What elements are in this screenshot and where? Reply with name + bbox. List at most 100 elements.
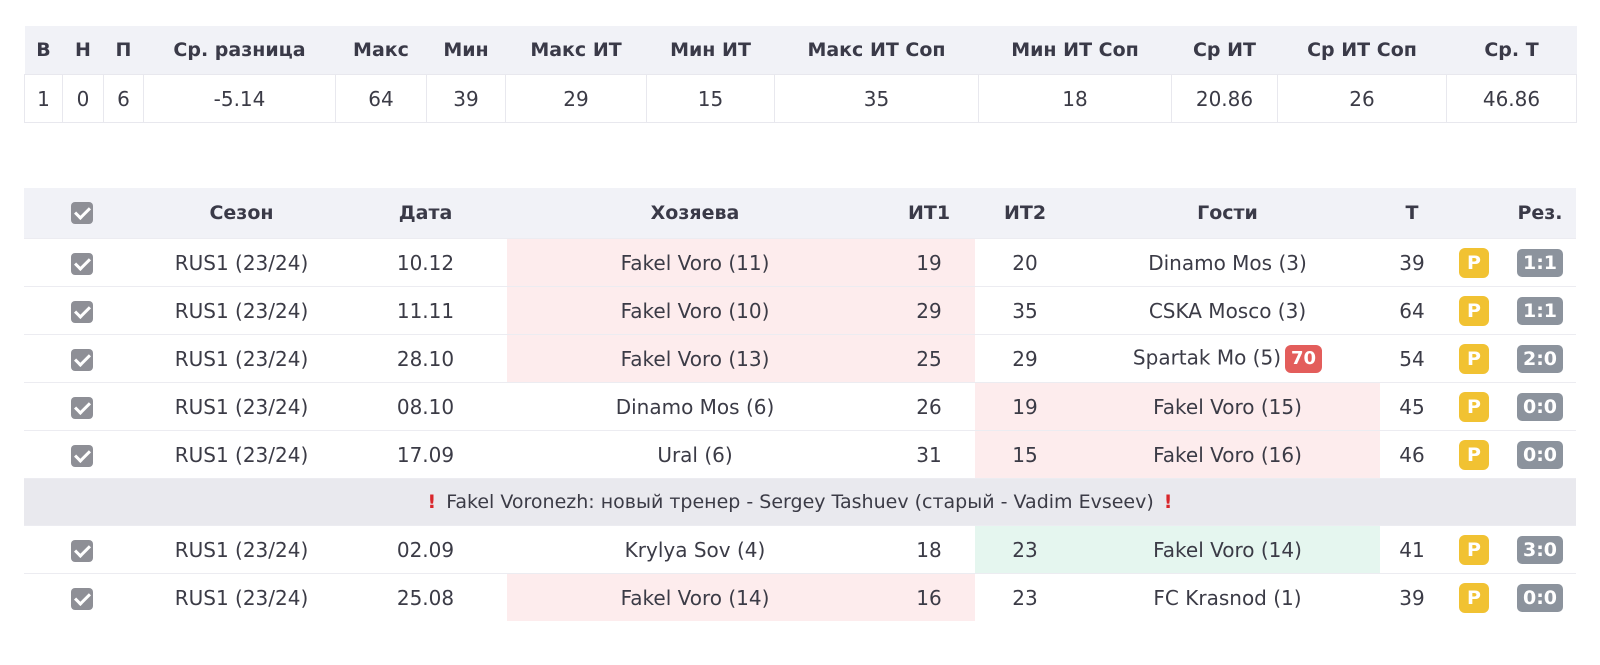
table-row[interactable]: RUS1 (23/24) 08.10 Dinamo Mos (6) 26 19 … xyxy=(24,382,1576,431)
checked-checkbox-icon[interactable] xyxy=(70,348,93,371)
row-checkbox[interactable] xyxy=(24,573,139,621)
header-max-it-opp: Макс ИТ Соп xyxy=(774,26,979,75)
row-home-team[interactable]: Fakel Voro (10) xyxy=(507,286,883,335)
row-it2: 20 xyxy=(975,238,1075,287)
row-p-cell: P xyxy=(1444,238,1504,287)
header-date[interactable]: Дата xyxy=(344,188,507,239)
p-badge[interactable]: P xyxy=(1459,582,1489,613)
row-away-team[interactable]: Fakel Voro (15) xyxy=(1075,382,1380,431)
result-badge[interactable]: 2:0 xyxy=(1517,344,1563,373)
table-row[interactable]: RUS1 (23/24) 25.08 Fakel Voro (14) 16 23… xyxy=(24,573,1576,621)
row-it2: 35 xyxy=(975,286,1075,335)
header-avg-it-opp: Ср ИТ Соп xyxy=(1277,26,1447,75)
row-total: 54 xyxy=(1380,334,1444,383)
row-away-team[interactable]: Fakel Voro (16) xyxy=(1075,430,1380,479)
row-season: RUS1 (23/24) xyxy=(139,573,344,621)
p-badge[interactable]: P xyxy=(1459,343,1489,374)
header-home[interactable]: Хозяева xyxy=(507,188,883,239)
row-away-team[interactable]: Spartak Mo (5) 70 xyxy=(1075,334,1380,383)
red-count-badge[interactable]: 70 xyxy=(1285,344,1323,373)
header-season[interactable]: Сезон xyxy=(139,188,344,239)
checked-checkbox-icon[interactable] xyxy=(70,252,93,275)
p-badge[interactable]: P xyxy=(1459,295,1489,326)
row-home-team[interactable]: Dinamo Mos (6) xyxy=(507,382,883,431)
p-badge[interactable]: P xyxy=(1459,534,1489,565)
checked-checkbox-icon[interactable] xyxy=(70,444,93,467)
value-avg-it-opp: 26 xyxy=(1277,74,1447,123)
header-it1[interactable]: ИТ1 xyxy=(883,188,975,239)
header-max: Макс xyxy=(335,26,427,75)
row-date: 02.09 xyxy=(344,525,507,574)
checked-checkbox-icon[interactable] xyxy=(70,300,93,323)
header-max-it: Макс ИТ xyxy=(505,26,647,75)
row-it2: 23 xyxy=(975,573,1075,621)
coach-change-note: ! Fakel Voronezh: новый тренер - Sergey T… xyxy=(24,478,1576,526)
exclamation-icon: ! xyxy=(427,491,437,513)
header-total[interactable]: Т xyxy=(1380,188,1444,239)
result-badge[interactable]: 1:1 xyxy=(1517,248,1563,277)
header-result[interactable]: Рез. xyxy=(1504,188,1576,239)
value-min-it: 15 xyxy=(646,74,775,123)
row-season: RUS1 (23/24) xyxy=(139,238,344,287)
result-badge[interactable]: 0:0 xyxy=(1517,392,1563,421)
value-avg-diff: -5.14 xyxy=(143,74,336,123)
header-it2[interactable]: ИТ2 xyxy=(975,188,1075,239)
value-losses: 6 xyxy=(103,74,144,123)
row-season: RUS1 (23/24) xyxy=(139,382,344,431)
select-all-checkbox[interactable] xyxy=(24,188,139,239)
checked-checkbox-icon[interactable] xyxy=(70,587,93,610)
value-max: 64 xyxy=(335,74,427,123)
row-home-team[interactable]: Krylya Sov (4) xyxy=(507,525,883,574)
value-avg-it: 20.86 xyxy=(1171,74,1278,123)
row-home-team[interactable]: Fakel Voro (11) xyxy=(507,238,883,287)
checked-checkbox-icon[interactable] xyxy=(70,396,93,419)
checked-checkbox-icon[interactable] xyxy=(70,539,93,562)
summary-stats-table: В Н П Ср. разница Макс Мин Макс ИТ Мин И… xyxy=(24,26,1577,123)
value-wins: 1 xyxy=(24,74,63,123)
row-away-team[interactable]: CSKA Mosco (3) xyxy=(1075,286,1380,335)
result-badge[interactable]: 3:0 xyxy=(1517,535,1563,564)
table-row[interactable]: RUS1 (23/24) 11.11 Fakel Voro (10) 29 35… xyxy=(24,286,1576,335)
coach-change-note-row: ! Fakel Voronezh: новый тренер - Sergey T… xyxy=(24,478,1576,526)
row-checkbox[interactable] xyxy=(24,238,139,287)
table-row[interactable]: RUS1 (23/24) 17.09 Ural (6) 31 15 Fakel … xyxy=(24,430,1576,479)
result-badge[interactable]: 0:0 xyxy=(1517,440,1563,469)
result-badge[interactable]: 0:0 xyxy=(1517,583,1563,612)
row-away-team[interactable]: Dinamo Mos (3) xyxy=(1075,238,1380,287)
row-result-cell: 0:0 xyxy=(1504,382,1576,431)
row-checkbox[interactable] xyxy=(24,430,139,479)
value-max-it-opp: 35 xyxy=(774,74,979,123)
row-date: 10.12 xyxy=(344,238,507,287)
row-result-cell: 1:1 xyxy=(1504,238,1576,287)
row-checkbox[interactable] xyxy=(24,286,139,335)
value-min: 39 xyxy=(426,74,506,123)
row-checkbox[interactable] xyxy=(24,525,139,574)
checked-checkbox-icon[interactable] xyxy=(70,202,93,225)
row-home-team[interactable]: Ural (6) xyxy=(507,430,883,479)
row-result-cell: 0:0 xyxy=(1504,573,1576,621)
header-away[interactable]: Гости xyxy=(1075,188,1380,239)
away-team-name: Spartak Mo (5) xyxy=(1132,345,1282,369)
row-checkbox[interactable] xyxy=(24,382,139,431)
summary-values-row: 1 0 6 -5.14 64 39 29 15 35 18 20.86 26 4… xyxy=(24,74,1577,123)
result-badge[interactable]: 1:1 xyxy=(1517,296,1563,325)
row-home-team[interactable]: Fakel Voro (13) xyxy=(507,334,883,383)
table-row[interactable]: RUS1 (23/24) 02.09 Krylya Sov (4) 18 23 … xyxy=(24,525,1576,574)
row-checkbox[interactable] xyxy=(24,334,139,383)
row-away-team[interactable]: Fakel Voro (14) xyxy=(1075,525,1380,574)
row-home-team[interactable]: Fakel Voro (14) xyxy=(507,573,883,621)
row-result-cell: 1:1 xyxy=(1504,286,1576,335)
table-row[interactable]: RUS1 (23/24) 10.12 Fakel Voro (11) 19 20… xyxy=(24,238,1576,287)
row-date: 08.10 xyxy=(344,382,507,431)
table-row[interactable]: RUS1 (23/24) 28.10 Fakel Voro (13) 25 29… xyxy=(24,334,1576,383)
p-badge[interactable]: P xyxy=(1459,439,1489,470)
row-result-cell: 2:0 xyxy=(1504,334,1576,383)
row-p-cell: P xyxy=(1444,573,1504,621)
p-badge[interactable]: P xyxy=(1459,247,1489,278)
value-avg-total: 46.86 xyxy=(1446,74,1577,123)
row-away-team[interactable]: FC Krasnod (1) xyxy=(1075,573,1380,621)
row-it1: 16 xyxy=(883,573,975,621)
p-badge[interactable]: P xyxy=(1459,391,1489,422)
row-date: 17.09 xyxy=(344,430,507,479)
header-avg-total: Ср. Т xyxy=(1446,26,1577,75)
